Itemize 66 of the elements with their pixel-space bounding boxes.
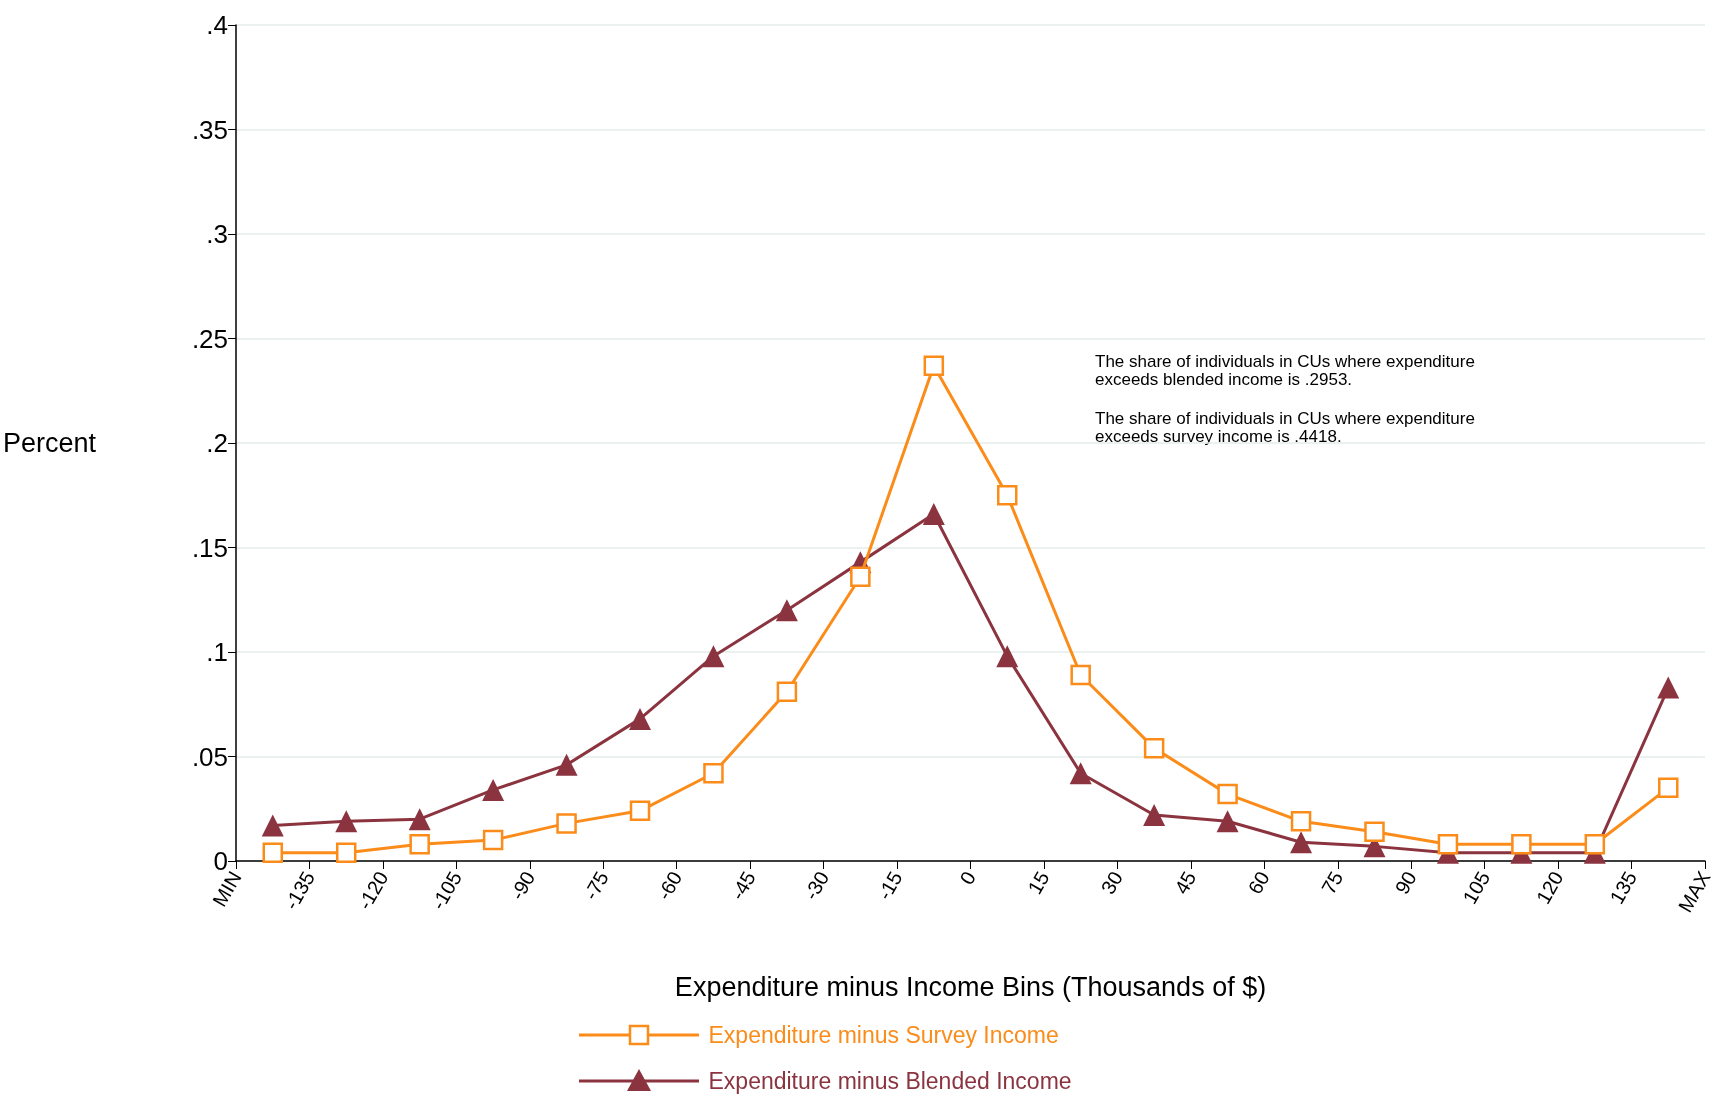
x-tick-label: 135 bbox=[1605, 867, 1642, 908]
y-tick-label: .4 bbox=[206, 10, 229, 40]
point bbox=[482, 829, 504, 851]
point bbox=[629, 800, 651, 822]
x-tick-label: -60 bbox=[652, 867, 687, 904]
point bbox=[1511, 834, 1532, 855]
x-tick-label: 75 bbox=[1317, 867, 1348, 898]
point bbox=[1217, 783, 1238, 805]
point bbox=[482, 778, 505, 801]
point bbox=[703, 762, 724, 784]
point bbox=[1658, 777, 1679, 799]
point bbox=[1290, 811, 1312, 832]
point bbox=[1364, 821, 1385, 842]
x-tick-label: 60 bbox=[1243, 867, 1274, 898]
y-axis-title: Percent bbox=[2, 428, 97, 458]
point bbox=[262, 842, 284, 863]
point bbox=[1069, 762, 1092, 785]
point bbox=[409, 834, 430, 855]
point bbox=[556, 813, 577, 834]
x-tick-label: 120 bbox=[1531, 867, 1568, 908]
y-tick-label: .25 bbox=[191, 323, 229, 354]
annotation: The share of individuals in CUs where expenditure exceeds blended income is .2953. bbox=[1095, 351, 1480, 389]
point bbox=[335, 842, 357, 863]
x-tick-label: -30 bbox=[799, 867, 834, 904]
annotation: The share of individuals in CUs where expenditure exceeds survey income is .4418. bbox=[1095, 408, 1480, 446]
point bbox=[1143, 737, 1165, 759]
point bbox=[261, 814, 284, 837]
y-tick-label: .05 bbox=[191, 741, 229, 772]
y-tick-label: .3 bbox=[206, 219, 229, 249]
point bbox=[776, 681, 798, 702]
x-tick-label: -45 bbox=[726, 867, 760, 904]
point bbox=[850, 566, 871, 588]
y-tick-label: .1 bbox=[206, 637, 229, 667]
x-tick-label: -75 bbox=[579, 867, 613, 904]
x-tick-label: -90 bbox=[505, 867, 540, 904]
x-tick-label: 90 bbox=[1390, 867, 1421, 898]
x-tick-label: -15 bbox=[873, 867, 907, 904]
text: Expenditure minus Blended Income bbox=[708, 1067, 1072, 1095]
x-tick-label: 105 bbox=[1458, 867, 1495, 908]
x-axis-title: Expenditure minus Income Bins (Thousands of $) bbox=[674, 971, 1267, 1002]
point bbox=[1143, 804, 1166, 827]
point bbox=[775, 599, 798, 622]
y-tick-label: .2 bbox=[206, 428, 229, 458]
point bbox=[555, 753, 578, 776]
text: Expenditure minus Survey Income bbox=[708, 1021, 1059, 1049]
point bbox=[996, 645, 1019, 668]
point bbox=[923, 355, 945, 376]
point bbox=[1437, 834, 1459, 855]
y-tick-label: .35 bbox=[191, 114, 229, 145]
point bbox=[702, 645, 725, 668]
x-tick-label: 15 bbox=[1023, 867, 1054, 898]
y-tick-label: 0 bbox=[213, 846, 229, 876]
x-tick-label: 30 bbox=[1096, 867, 1127, 898]
point bbox=[1070, 664, 1091, 686]
x-tick-label: 0 bbox=[955, 867, 981, 889]
point bbox=[1584, 834, 1606, 855]
point bbox=[1216, 810, 1239, 833]
point bbox=[922, 503, 945, 526]
x-tick-label: 45 bbox=[1170, 867, 1201, 898]
point bbox=[408, 808, 431, 831]
point bbox=[997, 485, 1018, 506]
point bbox=[335, 810, 358, 833]
point bbox=[629, 707, 652, 730]
point bbox=[1657, 676, 1680, 699]
point bbox=[1290, 831, 1313, 854]
y-tick-label: .15 bbox=[191, 532, 229, 563]
